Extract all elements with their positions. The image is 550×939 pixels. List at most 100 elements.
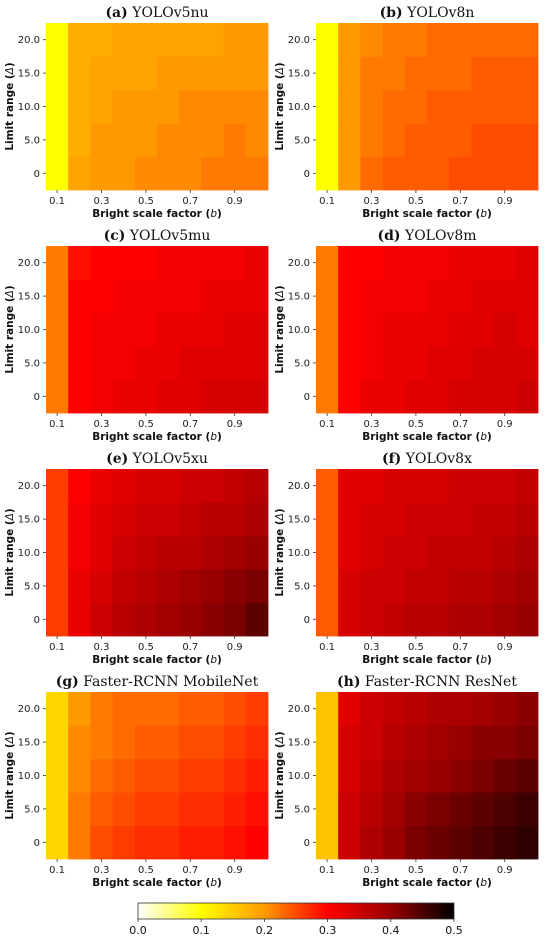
heatmap-cell — [515, 758, 539, 793]
heatmap-cell — [382, 89, 406, 124]
heatmap-cell — [404, 123, 428, 157]
heatmap-cell — [46, 346, 69, 380]
heatmap-cell — [316, 825, 339, 860]
heatmap-cell — [404, 379, 428, 414]
heatmap-cell — [68, 56, 91, 91]
x-tick-label: 0.3 — [94, 196, 110, 207]
x-axis-label: Bright scale factor (b) — [362, 208, 492, 220]
heatmap-cell — [46, 56, 69, 91]
x-tick-label: 0.7 — [182, 865, 198, 876]
x-tick-label: 0.1 — [319, 865, 335, 876]
heatmap-cell — [515, 56, 539, 91]
heatmap-cell — [134, 379, 158, 414]
heatmap-cell — [68, 123, 91, 157]
heatmap-cell — [515, 279, 539, 314]
heatmap-cell — [46, 123, 69, 157]
heatmap-cell — [404, 156, 428, 191]
heatmap-cell — [201, 56, 224, 91]
heatmap-cell — [360, 469, 383, 503]
heatmap-cell — [449, 23, 472, 57]
y-tick-label: 20.0 — [288, 258, 310, 269]
heatmap-cell — [427, 23, 450, 57]
heatmap-cell — [46, 502, 69, 537]
heatmap-cell — [134, 725, 158, 760]
heatmap-cell — [471, 279, 494, 314]
heatmap-panel: (a) YOLOv5nu 0 5.0 10.0 15.0 20.0 0.1 0.3 0.5 0.7… — [4, 5, 269, 220]
heatmap-cell — [316, 569, 339, 603]
heatmap-cell — [157, 346, 180, 380]
x-tick-label: 0.9 — [227, 642, 243, 653]
y-tick-label: 20.0 — [18, 704, 40, 715]
y-axis-label: Limit range (Δ) — [4, 285, 16, 373]
heatmap-panel: (h) Faster-RCNN ResNet 0 5.0 10.0 15.0 20.0 0.… — [274, 674, 539, 889]
heatmap-cell — [338, 89, 361, 124]
heatmap-cell — [112, 602, 136, 637]
heatmap-cell — [68, 89, 91, 124]
heatmap-cell — [112, 246, 136, 280]
y-tick-label: 0 — [34, 838, 40, 849]
y-axis-label: Limit range (Δ) — [274, 508, 286, 596]
heatmap-cell — [201, 23, 224, 57]
heatmap-cell — [382, 758, 406, 793]
heatmap-cell — [245, 123, 269, 157]
heatmap-cell — [134, 89, 158, 124]
heatmap-cell — [223, 469, 247, 503]
heatmap-cell — [179, 246, 202, 280]
heatmap-cell — [112, 792, 136, 826]
heatmap-cell — [382, 246, 406, 280]
heatmap-cell — [201, 469, 224, 503]
heatmap-cell — [404, 469, 428, 503]
heatmap-cell — [338, 692, 361, 726]
heatmap-cell — [134, 535, 158, 570]
heatmap-cell — [471, 346, 494, 380]
heatmap-cell — [157, 156, 180, 191]
heatmap-cell — [179, 279, 202, 314]
heatmap-cell — [471, 602, 494, 637]
heatmap-cell — [90, 56, 113, 91]
heatmap-cell — [68, 535, 91, 570]
heatmap-cell — [112, 123, 136, 157]
heatmap-cell — [201, 535, 224, 570]
heatmap-cell — [493, 569, 517, 603]
heatmap-cell — [68, 725, 91, 760]
heatmap-cell — [157, 602, 180, 637]
heatmap-cell — [46, 469, 69, 503]
heatmap-cell — [316, 156, 339, 191]
heatmap-cell — [404, 312, 428, 347]
heatmap-cell — [404, 602, 428, 637]
panel-letter: (c) — [104, 228, 126, 244]
heatmap-cell — [179, 123, 202, 157]
heatmap-cell — [404, 725, 428, 760]
heatmap-cell — [134, 156, 158, 191]
heatmap-cell — [157, 825, 180, 860]
heatmap-cell — [493, 725, 517, 760]
heatmap-cell — [112, 825, 136, 860]
heatmap-cell — [223, 758, 247, 793]
heatmap-cell — [382, 379, 406, 414]
y-tick-label: 20.0 — [18, 35, 40, 46]
heatmap-cell — [112, 502, 136, 537]
heatmap-cell — [427, 279, 450, 314]
heatmap-cell — [201, 602, 224, 637]
heatmap-cell — [515, 535, 539, 570]
heatmap-cell — [449, 56, 472, 91]
heatmap-cell — [471, 123, 494, 157]
heatmap-cell — [493, 89, 517, 124]
heatmap-cell — [427, 535, 450, 570]
heatmap-cell — [338, 725, 361, 760]
panel-letter: (g) — [56, 674, 79, 690]
heatmap-cell — [245, 312, 269, 347]
heatmap-cell — [382, 469, 406, 503]
panel-model-name: YOLOv5mu — [125, 228, 210, 244]
x-tick-label: 0.1 — [49, 642, 65, 653]
heatmap-cell — [157, 502, 180, 537]
heatmap-cell — [179, 535, 202, 570]
x-tick-label: 0.1 — [49, 419, 65, 430]
heatmap-cell — [245, 569, 269, 603]
heatmap-cell — [316, 692, 339, 726]
heatmap-cell — [201, 246, 224, 280]
heatmap-cell — [404, 792, 428, 826]
heatmap-cell — [316, 758, 339, 793]
heatmap-cell — [90, 469, 113, 503]
heatmap-cell — [112, 469, 136, 503]
